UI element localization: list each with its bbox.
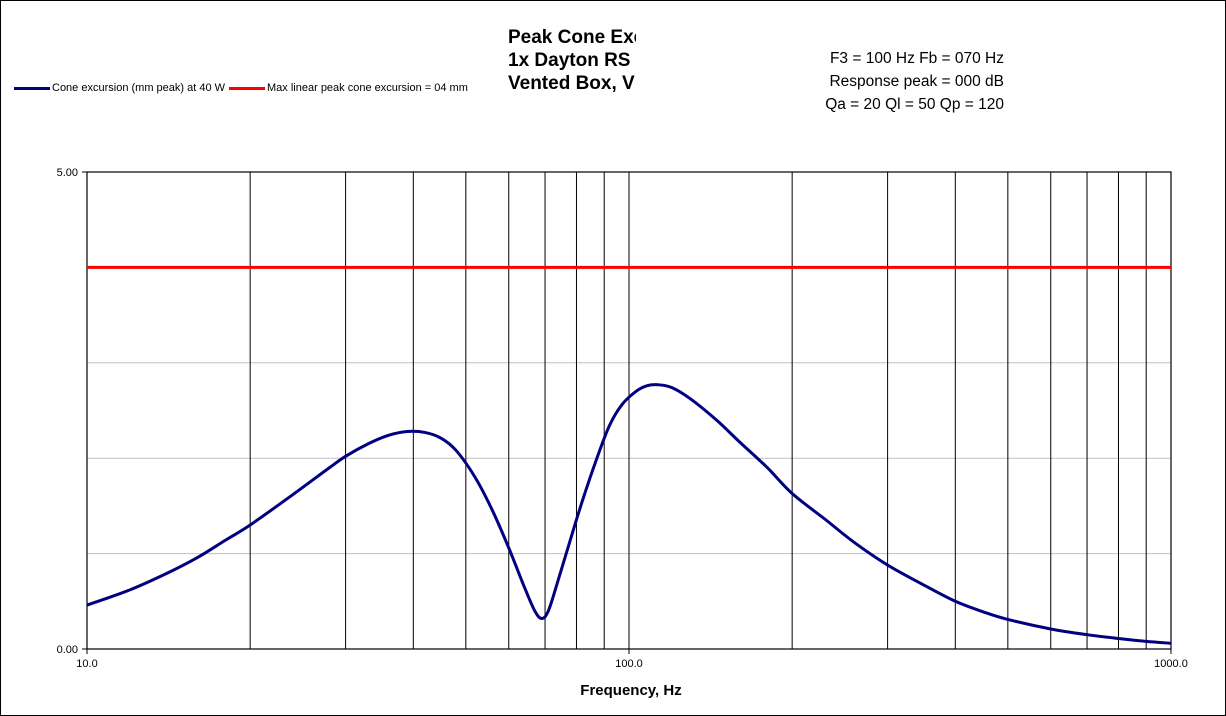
param-line-1: F3 = 100 Hz Fb = 070 Hz bbox=[829, 50, 1004, 67]
y-tick-label: 5.00 bbox=[57, 167, 78, 179]
x-axis-label: Frequency, Hz bbox=[580, 682, 682, 699]
title-line-2: 1x Dayton RS bbox=[508, 50, 631, 71]
legend-swatch-cone bbox=[14, 86, 50, 90]
x-tick-label: 100.0 bbox=[615, 658, 643, 670]
chart-title: Peak Cone Excursion 1x Dayton RS Vented … bbox=[508, 26, 636, 95]
x-tick-label: 10.0 bbox=[76, 658, 97, 670]
param-line-3: Qa = 20 Ql = 50 Qp = 120 bbox=[825, 96, 1004, 113]
legend-swatch-max bbox=[229, 86, 266, 90]
y-tick-label: 0.00 bbox=[57, 644, 78, 656]
parameters-box: F3 = 100 Hz Fb = 070 Hz Response peak = … bbox=[780, 47, 1004, 116]
title-line-3: Vented Box, V bbox=[508, 73, 635, 94]
legend-label-cone: Cone excursion (mm peak) at 40 W bbox=[52, 82, 226, 94]
legend-entry-max-linear: Max linear peak cone excursion = 04 mm bbox=[229, 82, 468, 94]
legend-label-max: Max linear peak cone excursion = 04 mm bbox=[267, 82, 468, 94]
legend-entry-cone-excursion: Cone excursion (mm peak) at 40 W bbox=[14, 82, 225, 94]
param-line-2: Response peak = 000 dB bbox=[829, 73, 1004, 90]
title-line-1: Peak Cone Excursion bbox=[508, 27, 636, 48]
series-line-cone-excursion bbox=[86, 383, 1172, 645]
x-tick-label: 1000.0 bbox=[1154, 658, 1188, 670]
legend: Cone excursion (mm peak) at 40 W Max lin… bbox=[14, 82, 472, 94]
